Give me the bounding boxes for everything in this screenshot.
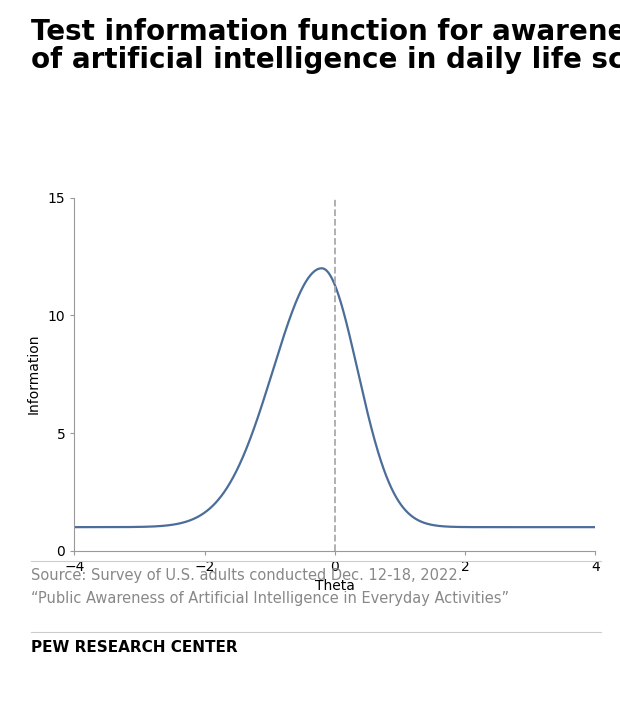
Text: Source: Survey of U.S. adults conducted Dec. 12-18, 2022.: Source: Survey of U.S. adults conducted … [31,568,463,583]
Text: PEW RESEARCH CENTER: PEW RESEARCH CENTER [31,640,237,655]
Text: “Public Awareness of Artificial Intelligence in Everyday Activities”: “Public Awareness of Artificial Intellig… [31,591,509,606]
X-axis label: Theta: Theta [315,579,355,593]
Text: Test information function for awareness: Test information function for awareness [31,18,620,46]
Y-axis label: Information: Information [27,334,41,414]
Text: of artificial intelligence in daily life scale: of artificial intelligence in daily life… [31,46,620,74]
